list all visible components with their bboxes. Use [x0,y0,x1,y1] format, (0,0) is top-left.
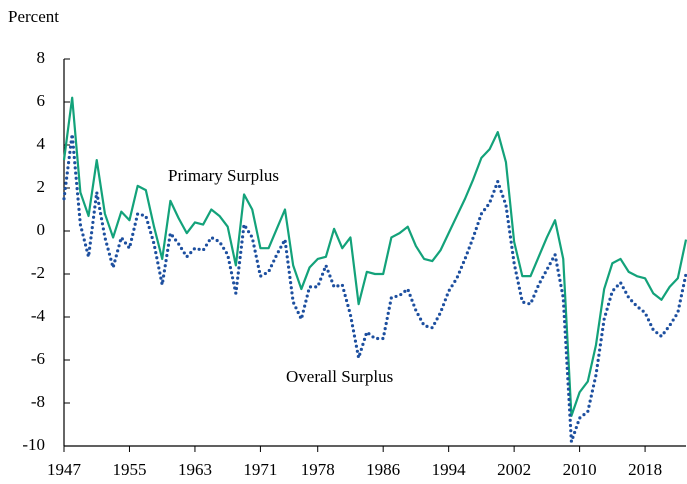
x-tick-label: 1955 [112,460,146,479]
x-tick-label: 1986 [366,460,400,479]
x-tick-label: 1971 [243,460,277,479]
y-tick-label: -6 [31,349,45,368]
x-tick-label: 2010 [563,460,597,479]
y-tick-label: -10 [22,435,45,454]
y-tick-label: -8 [31,392,45,411]
y-axis-label: Percent [8,7,59,26]
y-tick-label: -2 [31,263,45,282]
x-tick-label: 1978 [301,460,335,479]
series-line [62,96,687,417]
annotation: Overall Surplus [286,367,393,386]
y-tick-label: 2 [37,177,46,196]
x-tick-label: 2018 [628,460,662,479]
x-tick-label: 1963 [178,460,212,479]
y-tick-label: 0 [37,220,46,239]
series-line [62,134,687,443]
y-tick-label: 6 [37,91,46,110]
x-tick-label: 2002 [497,460,531,479]
y-tick-label: 4 [37,134,46,153]
y-tick-label: -4 [31,306,46,325]
x-tick-label: 1947 [47,460,82,479]
x-tick-label: 1994 [432,460,467,479]
y-tick-label: 8 [37,48,46,67]
annotation: Primary Surplus [168,166,279,185]
